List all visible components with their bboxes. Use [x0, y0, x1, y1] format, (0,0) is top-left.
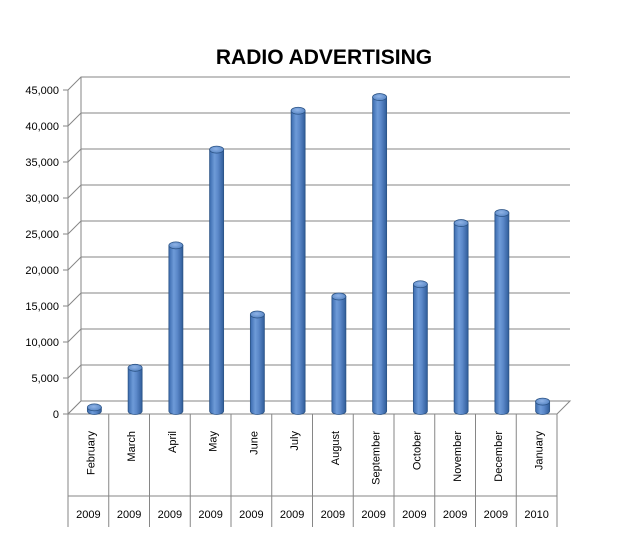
bar — [209, 145, 225, 415]
x-tick-label-month: August — [330, 431, 342, 465]
x-tick-label-month: February — [85, 431, 97, 476]
bar-body — [127, 367, 143, 415]
bar — [494, 209, 510, 415]
chart-title: RADIO ADVERTISING — [216, 46, 432, 69]
x-tick-label-year: 2009 — [198, 509, 222, 521]
x-tick-label-month: April — [167, 431, 179, 453]
y-tick-label: 30,000 — [25, 193, 59, 205]
y-tick-label: 40,000 — [25, 121, 59, 133]
x-tick-label-month: November — [452, 431, 464, 482]
x-tick-label-month: June — [248, 431, 260, 455]
bar — [249, 310, 265, 415]
x-tick-label-year: 2009 — [361, 509, 385, 521]
x-tick-label-month: December — [493, 431, 505, 482]
x-tick-label-month: January — [534, 431, 546, 471]
bar — [290, 106, 306, 415]
x-tick-label-year: 2009 — [117, 509, 141, 521]
bar — [86, 403, 102, 415]
bar — [412, 280, 428, 415]
bar-body — [290, 110, 306, 415]
bar — [372, 93, 388, 415]
x-tick-label-year: 2009 — [76, 509, 100, 521]
axis-layer — [63, 77, 572, 527]
x-tick-label-year: 2009 — [484, 509, 508, 521]
gridline — [67, 184, 570, 199]
x-tick-label-year: 2009 — [239, 509, 263, 521]
x-tick-label-year: 2009 — [402, 509, 426, 521]
x-tick-label-year: 2009 — [158, 509, 182, 521]
bar-cap — [86, 403, 102, 412]
bar — [127, 363, 143, 415]
bar-layer — [86, 93, 551, 415]
y-tick-label: 0 — [53, 409, 59, 421]
y-tick-label: 5,000 — [31, 373, 59, 385]
gridline — [67, 76, 570, 91]
bar-body — [168, 245, 184, 415]
bar-body — [453, 222, 469, 415]
y-tick-label: 25,000 — [25, 229, 59, 241]
bar-body — [412, 283, 428, 415]
bar-cap — [412, 280, 428, 289]
label-layer: 0 5,000 10,000 15,000 20,000 25,000 30,000 35,0… — [25, 85, 549, 521]
bar-cap — [535, 397, 551, 406]
bar-body — [372, 96, 388, 415]
y-tick-label: 20,000 — [25, 265, 59, 277]
bar-cap — [290, 106, 306, 115]
bar-cap — [372, 93, 388, 101]
x-tick-label-month: July — [289, 431, 301, 451]
bar-body — [331, 296, 347, 415]
bar-body — [209, 149, 225, 415]
bar — [331, 292, 347, 415]
y-tick-label: 45,000 — [25, 85, 59, 97]
bar-cap — [453, 219, 469, 227]
x-tick-label-year: 2009 — [280, 509, 304, 521]
bar — [535, 397, 551, 415]
bar-cap — [249, 310, 265, 319]
x-tick-label-month: October — [411, 431, 423, 470]
y-tick-label: 15,000 — [25, 301, 59, 313]
x-tick-label-month: May — [208, 431, 220, 452]
bar-cap — [331, 292, 347, 301]
x-tick-label-year: 2009 — [321, 509, 345, 521]
y-tick-label: 10,000 — [25, 337, 59, 349]
gridline — [67, 112, 570, 127]
x-tick-label-month: September — [371, 431, 383, 485]
bar-body — [494, 212, 510, 415]
x-tick-label-year: 2009 — [443, 509, 467, 521]
gridline — [67, 148, 570, 163]
bar-cap — [168, 241, 184, 250]
bar-cap — [209, 145, 225, 154]
bar-cap — [127, 363, 143, 372]
x-tick-label-year: 2010 — [524, 509, 548, 521]
bar-cap — [494, 209, 510, 217]
x-tick-label-month: March — [126, 431, 138, 462]
bar-body — [249, 314, 265, 415]
y-tick-label: 35,000 — [25, 157, 59, 169]
bar — [168, 241, 184, 415]
bar — [453, 219, 469, 415]
